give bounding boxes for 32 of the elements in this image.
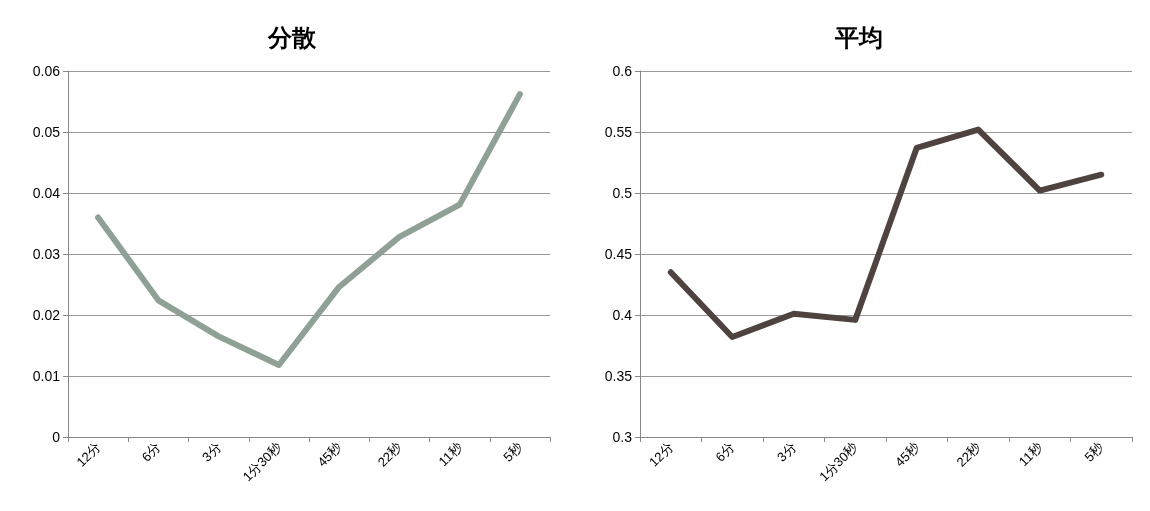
- x-tick-label: 6分: [712, 439, 738, 465]
- y-tick-label: 0: [52, 429, 61, 445]
- x-tick-label: 45秒: [314, 439, 345, 470]
- x-tick-label: 6分: [138, 439, 164, 465]
- x-tick-label: 1分30秒: [239, 439, 285, 485]
- x-tick-label: 3分: [774, 439, 800, 465]
- chart-title: 分散: [266, 23, 317, 51]
- y-tick-label: 0.06: [32, 63, 61, 79]
- y-tick-label: 0.03: [32, 246, 61, 262]
- x-tick-label: 22秒: [374, 439, 405, 470]
- x-tick-label: 11秒: [435, 439, 465, 470]
- x-tick-label: 11秒: [1015, 439, 1046, 470]
- y-tick-label: 0.5: [612, 185, 633, 201]
- x-tick-label: 5秒: [500, 439, 526, 465]
- x-tick-label: 12分: [646, 439, 677, 470]
- x-tick-label: 5秒: [1081, 439, 1107, 465]
- y-tick-label: 0.4: [612, 307, 633, 323]
- y-tick-label: 0.6: [612, 63, 633, 79]
- y-tick-label: 0.01: [32, 368, 61, 384]
- y-tick-label: 0.35: [604, 368, 633, 384]
- x-tick-label: 45秒: [892, 439, 923, 470]
- x-tick-label: 3分: [199, 439, 224, 465]
- y-tick-label: 0.55: [604, 124, 633, 140]
- y-tick-label: 0.3: [612, 429, 633, 445]
- y-tick-label: 0.05: [32, 124, 61, 140]
- y-tick-label: 0.02: [32, 307, 61, 323]
- chart-title: 平均: [833, 23, 883, 51]
- x-tick-label: 12分: [73, 439, 104, 470]
- x-tick-label: 22秒: [953, 439, 984, 470]
- y-tick-label: 0.45: [604, 246, 633, 262]
- x-tick-label: 1分30秒: [816, 439, 861, 485]
- y-tick-label: 0.04: [32, 185, 61, 201]
